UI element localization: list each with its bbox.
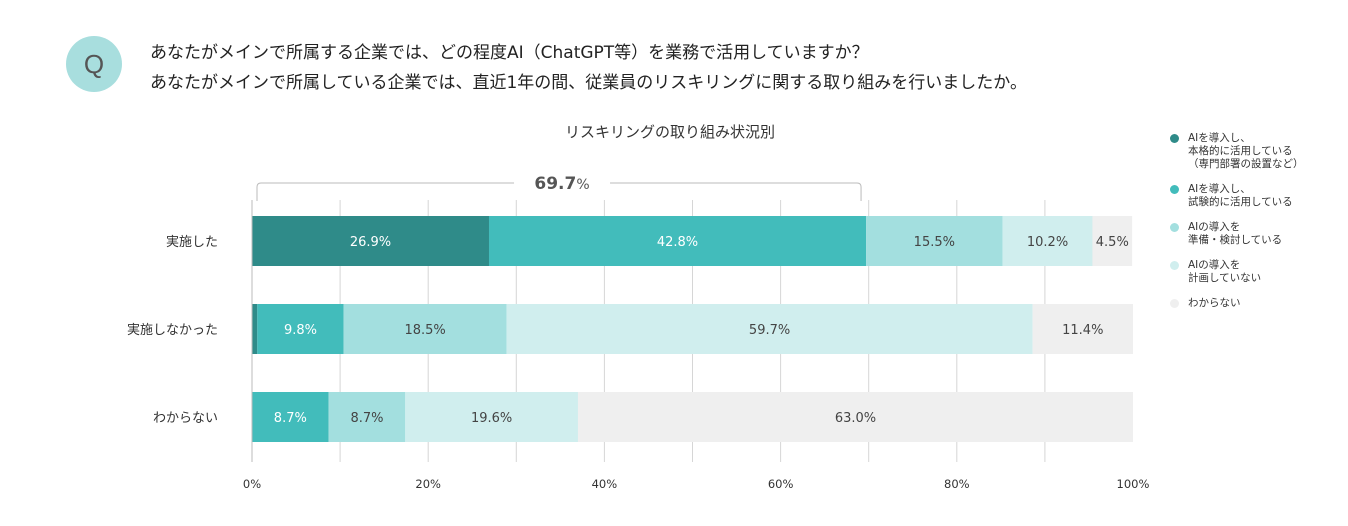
legend-item: AIの導入を 準備・検討している (1170, 221, 1345, 247)
bar-segment (1002, 216, 1093, 266)
x-tick-label: 80% (944, 477, 970, 491)
bar-segment (343, 304, 507, 354)
data-label: 42.8% (657, 235, 698, 250)
bar-segment (866, 216, 1003, 266)
legend-swatch (1170, 134, 1179, 143)
data-label: 10.2% (1027, 235, 1068, 250)
bracket-annotation-label: 69.7% (534, 174, 589, 194)
legend-swatch (1170, 223, 1179, 232)
bar-segment (252, 216, 489, 266)
bar-segment (577, 392, 1133, 442)
data-label: 8.7% (274, 411, 307, 426)
category-label: わからない (153, 411, 218, 426)
data-label: 4.5% (1096, 235, 1129, 250)
x-tick-label: 0% (243, 477, 261, 491)
legend-item: AIを導入し、 試験的に活用している (1170, 183, 1345, 209)
chart-legend: AIを導入し、 本格的に活用している （専門部署の設置など） AIを導入し、 試験… (1170, 132, 1345, 322)
category-label: 実施しなかった (127, 322, 218, 338)
data-label: 8.7% (350, 411, 383, 426)
x-tick-label: 40% (592, 477, 618, 491)
legend-swatch (1170, 299, 1179, 308)
bar-segment (506, 304, 1033, 354)
legend-item: わからない (1170, 297, 1345, 310)
legend-item: AIの導入を 計画していない (1170, 259, 1345, 285)
bar-segment (405, 392, 578, 442)
x-tick-label: 100% (1117, 477, 1150, 491)
data-label: 15.5% (914, 235, 955, 250)
legend-swatch (1170, 185, 1179, 194)
x-tick-label: 60% (768, 477, 794, 491)
legend-label: AIの導入を 準備・検討している (1188, 221, 1283, 246)
category-label: 実施した (166, 234, 218, 250)
bar-segment (257, 304, 344, 354)
data-label: 59.7% (749, 323, 790, 338)
bar-segment (1032, 304, 1133, 354)
data-label: 11.4% (1062, 323, 1103, 338)
legend-label: わからない (1188, 297, 1241, 309)
data-label: 63.0% (835, 411, 876, 426)
data-label: 19.6% (471, 411, 512, 426)
bar-segment (488, 216, 867, 266)
data-label: 9.8% (284, 323, 317, 338)
legend-item: AIを導入し、 本格的に活用している （専門部署の設置など） (1170, 132, 1345, 171)
data-label: 26.9% (350, 235, 391, 250)
bar-segment (1092, 216, 1133, 266)
question-line-1: あなたがメインで所属する企業では、どの程度AI（ChatGPT等）を業務で活用し… (150, 43, 869, 63)
legend-label: AIを導入し、 本格的に活用している （専門部署の設置など） (1188, 132, 1304, 170)
chart-title: リスキリングの取り組み状況別 (565, 123, 775, 141)
bar-segment (252, 392, 329, 442)
x-tick-label: 20% (415, 477, 441, 491)
question-badge: Q (66, 36, 122, 92)
bar-segment (328, 392, 406, 442)
bracket-right (610, 182, 862, 201)
legend-label: AIを導入し、 試験的に活用している (1188, 183, 1293, 208)
bar-segment (252, 304, 258, 354)
annotation-value: 69.7 (534, 174, 576, 194)
annotation-unit: % (576, 177, 589, 193)
legend-label: AIの導入を 計画していない (1188, 259, 1262, 284)
question-line-2: あなたがメインで所属している企業では、直近1年の間、従業員のリスキリングに関する… (150, 73, 1027, 93)
bracket-left (256, 182, 515, 201)
data-label: 18.5% (404, 323, 445, 338)
legend-swatch (1170, 261, 1179, 270)
